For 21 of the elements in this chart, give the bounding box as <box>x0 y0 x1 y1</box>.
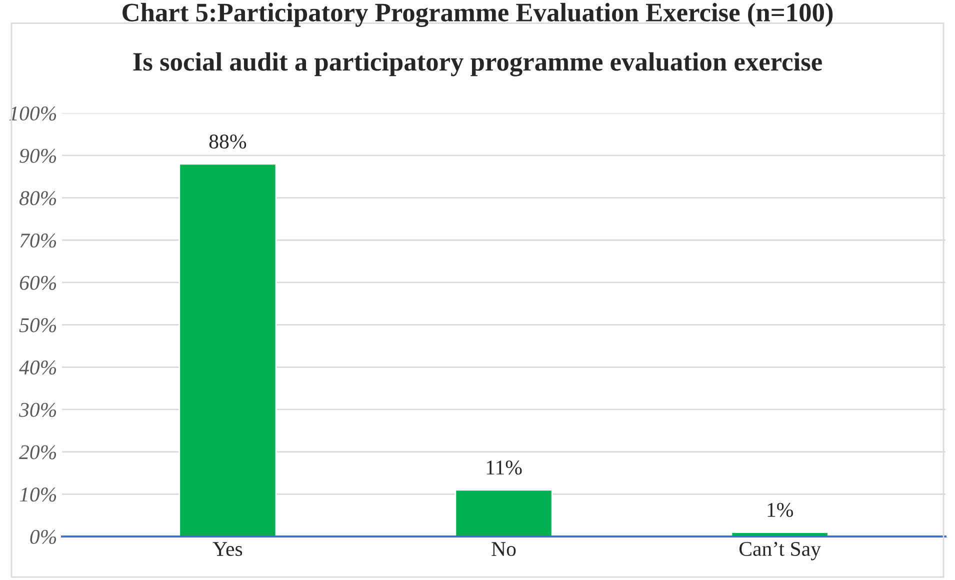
y-tick-label: 50% <box>19 318 56 332</box>
y-tick-label: 100% <box>9 106 56 121</box>
y-tick-label: 70% <box>20 233 56 248</box>
x-tick-label: Yes <box>212 542 242 556</box>
y-tick-label: 60% <box>20 276 56 290</box>
y-tick-label: 90% <box>20 148 56 163</box>
bar <box>454 489 553 536</box>
y-tick-label: 20% <box>19 445 56 460</box>
data-label: 11% <box>486 460 522 475</box>
y-tick-label: 10% <box>20 488 56 502</box>
data-label: 88% <box>209 134 246 149</box>
y-tick-label: 40% <box>19 360 56 375</box>
y-tick-label: 30% <box>19 402 56 417</box>
y-tick-label: 0% <box>30 530 56 544</box>
data-label: 1% <box>768 502 793 517</box>
chart-title: Chart 5:Participatory Programme Evaluation Exercise (n=100) <box>122 2 833 28</box>
bar <box>178 163 277 536</box>
x-tick-label: Can’t Say <box>739 542 821 560</box>
chart-subtitle: Is social audit a participatory programme evaluation exercise <box>133 52 822 76</box>
x-tick-label: No <box>492 542 516 556</box>
y-tick-label: 80% <box>19 191 56 206</box>
